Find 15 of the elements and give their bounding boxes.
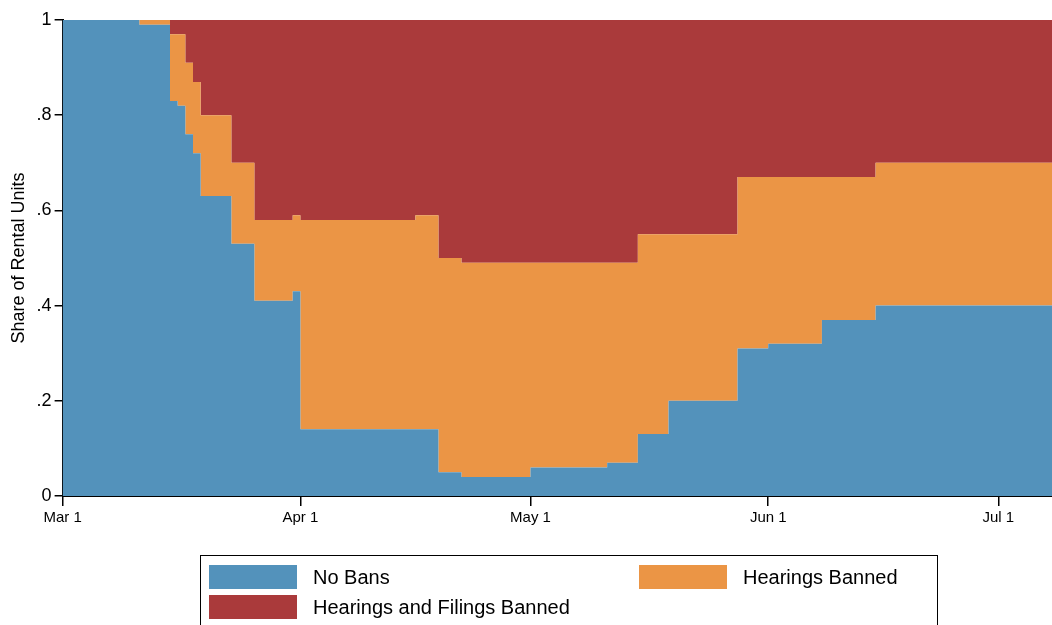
y-axis-title: Share of Rental Units xyxy=(7,172,28,344)
x-tick-label: Apr 1 xyxy=(282,508,319,526)
legend-label: No Bans xyxy=(313,565,390,589)
y-tick-label: .8 xyxy=(36,104,52,125)
y-tick-label: 1 xyxy=(41,8,52,29)
x-tick-label: May 1 xyxy=(510,508,551,526)
y-tick-label: .4 xyxy=(36,294,52,315)
legend-label: Hearings and Filings Banned xyxy=(313,595,570,619)
legend-label: Hearings Banned xyxy=(743,565,898,589)
x-tick-label: Mar 1 xyxy=(43,508,82,526)
x-tick-label: Jul 1 xyxy=(982,508,1015,526)
y-tick-label: 0 xyxy=(41,484,52,505)
x-tick-label: Jun 1 xyxy=(749,508,787,526)
y-tick-label: .6 xyxy=(36,199,52,220)
y-tick-label: .2 xyxy=(36,389,52,410)
